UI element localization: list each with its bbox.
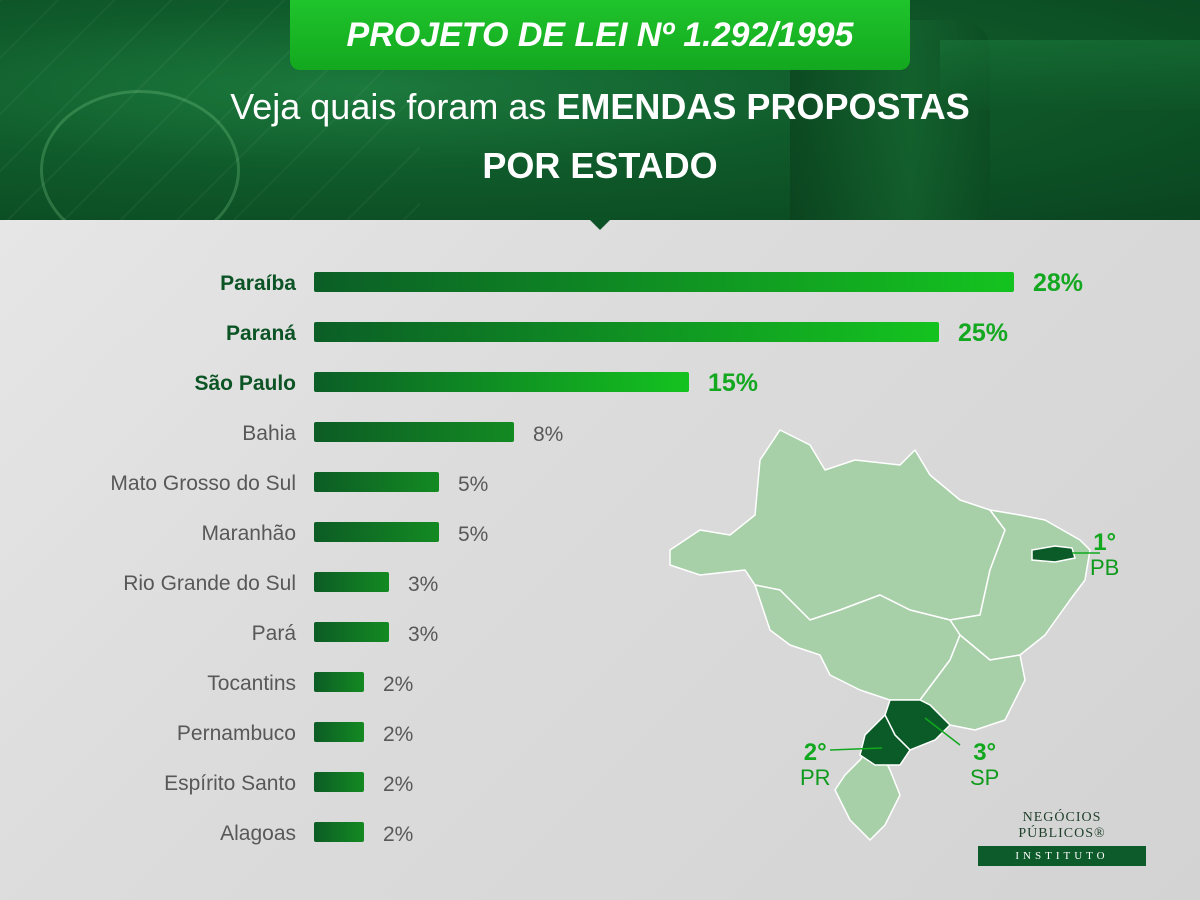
value-label: 15% [708,369,758,397]
value-label: 2% [383,823,413,846]
state-sp: SP [970,765,1000,790]
category-label: São Paulo [194,372,296,395]
map-paraiba [1031,545,1076,563]
map-label-sp: 3° SP [970,740,999,790]
subtitle-bold: EMENDAS PROPOSTAS [556,86,970,127]
page-title: PROJETO DE LEI Nº 1.292/1995 [346,15,854,54]
pointer-pr [829,747,883,751]
value-label: 5% [458,523,488,546]
gavel-handle-decoration [940,40,1200,110]
value-label: 2% [383,723,413,746]
bar-chart: Paraíba 28% Paraná 25% São Paulo 15% Bahia 8% Ma… [110,269,1083,846]
rank-3: 3° [973,739,997,766]
subtitle-line2: POR ESTADO [482,145,718,186]
rank-1: 1° [1093,529,1117,556]
state-pr: PR [800,765,831,790]
category-label: Pernambuco [177,722,296,745]
bar [314,772,364,792]
value-label: 2% [383,673,413,696]
bar [314,422,514,442]
subtitle-light: Veja quais foram as [230,86,547,127]
bar [314,722,364,742]
map-parana [859,713,911,766]
value-label: 25% [958,319,1008,347]
bar [314,672,364,692]
category-label: Rio Grande do Sul [123,572,296,595]
bar [314,622,389,642]
value-label: 3% [408,623,438,646]
rank-2: 2° [803,739,827,766]
logo-name: NEGÓCIOS PÚBLICOS® [1018,810,1106,841]
subtitle: Veja quais foram as EMENDAS PROPOSTAS [0,86,1200,128]
category-label: Paraná [226,322,296,345]
bar [314,322,939,342]
bar [314,472,439,492]
category-label: Mato Grosso do Sul [110,472,296,495]
map-north [669,429,1006,621]
logo: NEGÓCIOS PÚBLICOS® INSTITUTO [978,810,1146,866]
bar [314,822,364,842]
category-label: Bahia [242,422,296,445]
pointer-sp [924,717,961,746]
category-label: Pará [252,622,297,645]
value-label: 8% [533,423,563,446]
category-label: Tocantins [207,672,296,695]
category-label: Paraíba [220,272,296,295]
value-label: 3% [408,573,438,596]
brazil-map [669,429,1100,841]
category-label: Maranhão [201,522,296,545]
bar [314,372,689,392]
bar [314,272,1014,292]
map-label-pb: 1° PB [1090,530,1119,580]
value-label: 28% [1033,269,1083,297]
value-label: 5% [458,473,488,496]
state-pb: PB [1090,555,1120,580]
category-label: Alagoas [220,822,296,845]
map-label-pr: 2° PR [800,740,831,790]
title-box: PROJETO DE LEI Nº 1.292/1995 [290,0,910,70]
logo-subtitle: INSTITUTO [978,846,1146,866]
bar [314,572,389,592]
category-label: Espírito Santo [164,772,296,795]
bar [314,522,439,542]
header-pointer [588,218,612,230]
value-label: 2% [383,773,413,796]
